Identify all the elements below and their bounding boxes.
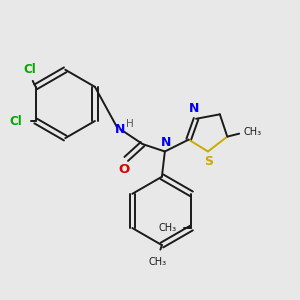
Text: CH₃: CH₃ [148,257,166,267]
Text: H: H [126,119,134,129]
Text: N: N [115,123,125,136]
Text: N: N [188,102,199,115]
Text: CH₃: CH₃ [158,223,177,233]
Text: N: N [160,136,171,149]
Text: Cl: Cl [23,63,36,76]
Text: CH₃: CH₃ [244,127,262,137]
Text: Cl: Cl [10,115,22,128]
Text: S: S [204,155,213,168]
Text: O: O [118,164,130,176]
